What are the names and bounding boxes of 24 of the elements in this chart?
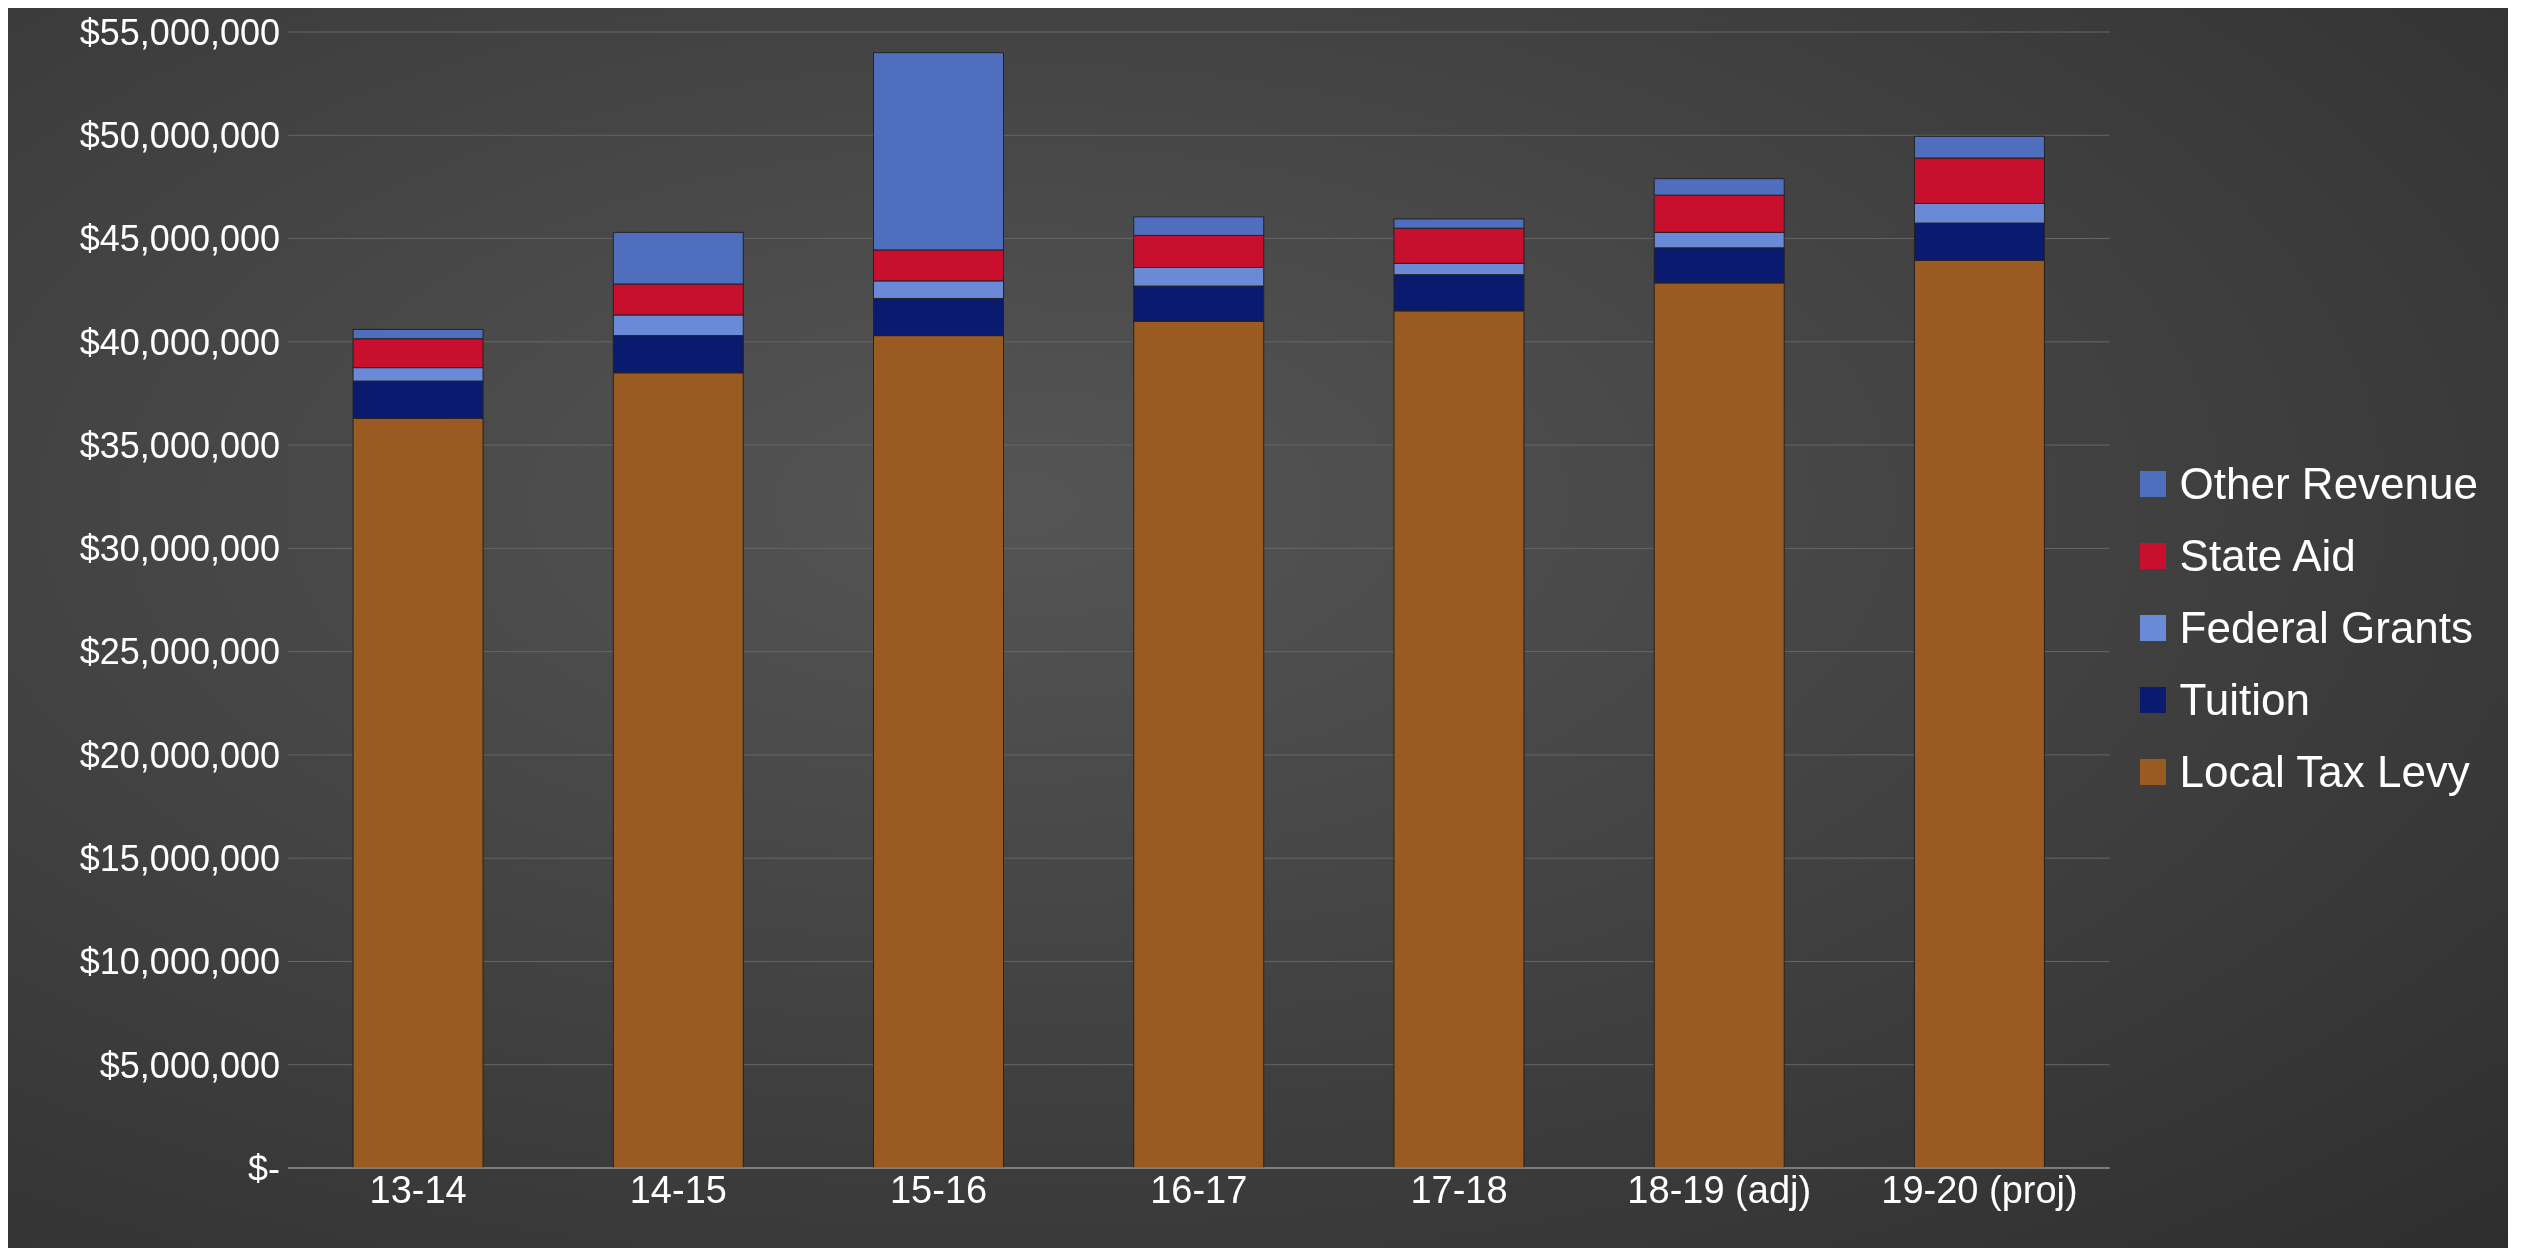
y-tick-label: $40,000,000	[79, 321, 280, 363]
x-tick-label: 19-20 (proj)	[1881, 1168, 2078, 1211]
legend-label: Federal Grants	[2179, 603, 2474, 653]
y-tick-label: $-	[247, 1147, 280, 1189]
x-tick-label: 18-19 (adj)	[1627, 1168, 1812, 1211]
y-tick-label: $5,000,000	[99, 1044, 280, 1086]
text: Local Tax Levy	[2179, 747, 2470, 797]
legend-label: Tuition	[2179, 675, 2311, 725]
y-tick-label: $45,000,000	[79, 218, 280, 260]
y-tick-label: $35,000,000	[79, 424, 280, 466]
x-tick-label: 14-15	[629, 1168, 727, 1211]
legend-label: State Aid	[2179, 531, 2356, 581]
y-tick-label: $50,000,000	[79, 115, 280, 157]
y-tick-label: $15,000,000	[79, 837, 280, 879]
legend-label: Other Revenue	[2179, 459, 2478, 509]
y-tick-label: $20,000,000	[79, 734, 280, 776]
y-tick-label: $10,000,000	[79, 941, 280, 983]
x-tick-label: 15-16	[889, 1168, 988, 1211]
x-tick-label: 17-18	[1410, 1168, 1508, 1211]
y-tick-label: $30,000,000	[79, 528, 280, 570]
x-tick-label: 13-14	[369, 1168, 467, 1211]
y-tick-label: $55,000,000	[79, 11, 280, 53]
x-tick-label: 16-17	[1150, 1168, 1248, 1211]
y-tick-label: $25,000,000	[79, 631, 280, 673]
